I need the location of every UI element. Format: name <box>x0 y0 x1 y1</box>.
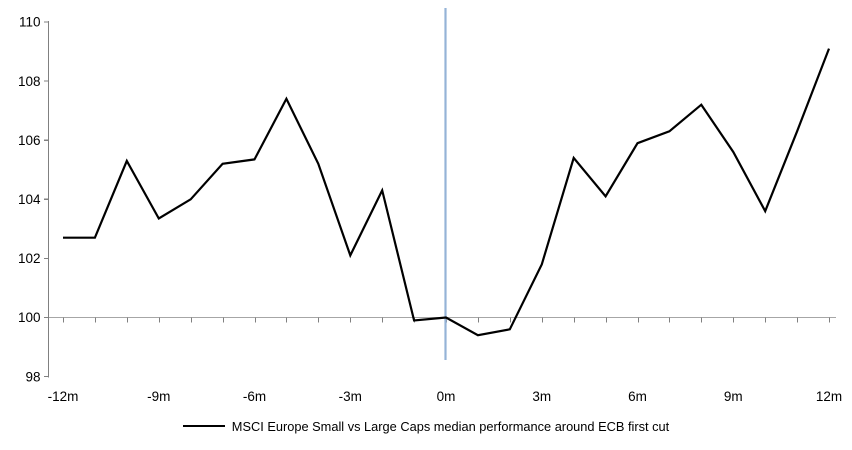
y-axis-tick-label: 110 <box>19 15 41 30</box>
chart-legend: MSCI Europe Small vs Large Caps median p… <box>0 416 852 436</box>
x-axis-tick-label: 3m <box>532 389 551 404</box>
x-axis-tick-labels: -12m -9m -6m -3m 0m 3m 6m 9m 12m <box>48 389 843 404</box>
x-axis-tick-label: 0m <box>437 389 456 404</box>
y-axis-tick-label: 100 <box>18 310 41 325</box>
legend-label: MSCI Europe Small vs Large Caps median p… <box>231 418 670 434</box>
y-axis-tick-label: 104 <box>18 192 41 207</box>
x-axis-tick-label: -6m <box>243 389 266 404</box>
x-axis-tick-label: -12m <box>48 389 79 404</box>
x-axis-tick-label: -9m <box>147 389 170 404</box>
y-axis-tick-label: 98 <box>25 369 40 384</box>
series-line-msci-small-vs-large <box>63 48 831 337</box>
y-axis: 98 100 102 104 106 108 110 <box>18 15 50 384</box>
y-axis-tick-label: 108 <box>18 74 41 89</box>
y-axis-tick-label: 106 <box>18 133 41 148</box>
legend-line-sample <box>182 425 225 427</box>
y-axis-tick-label: 102 <box>18 251 41 266</box>
line-chart-canvas: 98 100 102 104 106 108 110 -12m -9m -6m -3m 0m 3m 6m 9… <box>18 8 843 404</box>
x-axis-tick-label: 9m <box>724 389 743 404</box>
x-axis-tick-label: 12m <box>816 389 842 404</box>
x-axis-tick-label: -3m <box>339 389 362 404</box>
x-axis-tick-label: 6m <box>628 389 647 404</box>
